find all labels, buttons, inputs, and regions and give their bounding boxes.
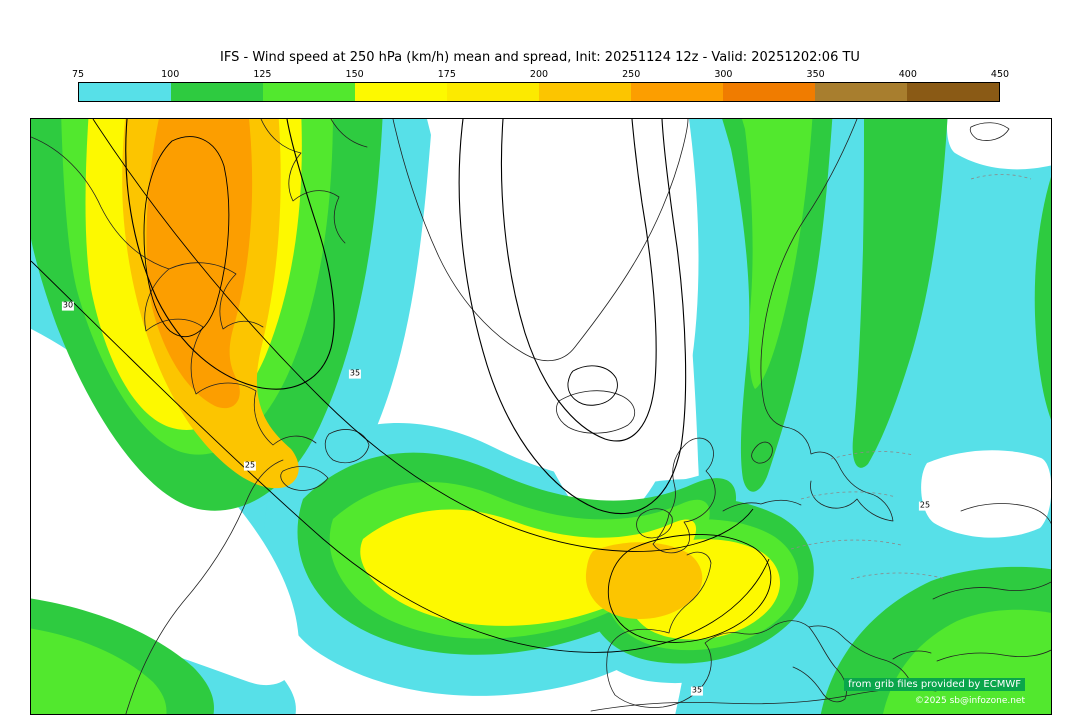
colorbar-tick-label: 150 <box>345 69 364 80</box>
spread-contour-label: 30 <box>61 300 75 311</box>
map-area: from grib files provided by ECMWF ©2025 … <box>30 118 1052 715</box>
colorbar-tick-label: 125 <box>253 69 272 80</box>
spread-contour-label: 35 <box>690 685 704 696</box>
colorbar-tick-label: 200 <box>529 69 549 80</box>
colorbar-tick-label: 400 <box>898 69 917 80</box>
colorbar-segment <box>355 83 447 101</box>
colorbar-segment <box>539 83 631 101</box>
credit-copyright: ©2025 sb@infozone.net <box>914 696 1025 706</box>
map-credits: from grib files provided by ECMWF ©2025 … <box>844 672 1025 706</box>
spread-contour-label: 25 <box>918 500 932 511</box>
colorbar-segment <box>447 83 539 101</box>
colorbar-segment <box>631 83 723 101</box>
colorbar-segment <box>79 83 171 101</box>
colorbar-segment <box>907 83 999 101</box>
colorbar-tick-label: 350 <box>806 69 825 80</box>
colorbar-bar <box>78 82 1000 102</box>
colorbar-tick-label: 175 <box>437 69 456 80</box>
colorbar-ticks: 75 100 125 150 175 200 250 300 350 400 450 <box>72 69 1009 82</box>
colorbar-tick-label: 250 <box>622 69 641 80</box>
colorbar-segment <box>723 83 815 101</box>
chart-title: IFS - Wind speed at 250 hPa (km/h) mean … <box>220 50 860 65</box>
colorbar-segment <box>815 83 907 101</box>
colorbar-tick-label: 300 <box>714 69 733 80</box>
spread-dashed-contours <box>790 174 1032 580</box>
colorbar-segment <box>171 83 263 101</box>
colorbar-segment <box>263 83 355 101</box>
wind-map-svg <box>31 119 1051 714</box>
spread-contour-label: 25 <box>243 460 257 471</box>
spread-contour-label: 35 <box>348 368 362 379</box>
wind-fill-white-cutouts <box>31 119 1051 686</box>
mean-isotach-contours <box>31 119 772 653</box>
colorbar-tick-label: 100 <box>161 69 180 80</box>
credit-ecmwf: from grib files provided by ECMWF <box>844 678 1025 691</box>
wind-speed-colorbar: 75 100 125 150 175 200 250 300 350 400 450 <box>72 69 1009 102</box>
colorbar-tick-label: 75 <box>71 69 85 80</box>
colorbar-tick-label: 450 <box>990 69 1010 80</box>
coastlines <box>31 119 1051 714</box>
